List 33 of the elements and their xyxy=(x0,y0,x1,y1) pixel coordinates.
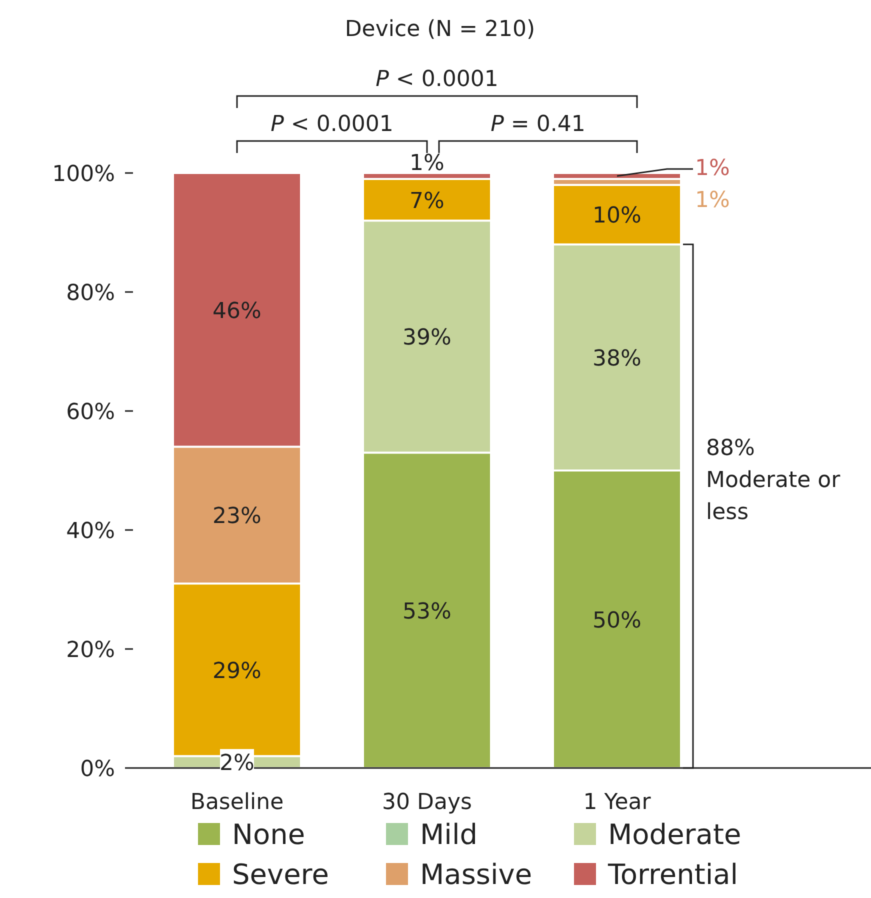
text: P < 0.0001 xyxy=(270,112,394,137)
text: P = 0.41 xyxy=(490,112,586,137)
data-label: 1% xyxy=(695,188,730,213)
y-tick-label: 20% xyxy=(66,638,115,663)
data-label: 53% xyxy=(402,599,452,624)
legend-label: Torrential xyxy=(607,858,738,891)
legend-label: Mild xyxy=(420,818,478,851)
data-label: 1% xyxy=(410,150,444,176)
data-label: 38% xyxy=(592,346,642,372)
data-label: 1% xyxy=(695,156,730,181)
data-label: 29% xyxy=(212,658,262,684)
y-tick-label: 0% xyxy=(80,757,115,782)
y-tick-label: 40% xyxy=(66,519,115,544)
y-tick-label: 80% xyxy=(66,281,115,306)
data-label: 46% xyxy=(212,298,262,324)
legend-label: Massive xyxy=(420,858,532,891)
data-label: 10% xyxy=(592,204,642,229)
data-label: 23% xyxy=(212,504,262,530)
data-label: 7% xyxy=(410,188,444,214)
legend-label: None xyxy=(232,818,306,851)
annotation: 88% Moderate or less xyxy=(706,436,842,525)
y-tick-label: 60% xyxy=(66,400,115,425)
x-tick-label: 1 Year xyxy=(583,790,652,815)
x-tick-label: 30 Days xyxy=(382,790,472,815)
y-tick-label: 100% xyxy=(52,162,115,187)
data-label: 2% xyxy=(220,751,254,776)
legend-label: Moderate xyxy=(608,818,742,851)
text: P < 0.0001 xyxy=(376,67,498,92)
x-tick-label: Baseline xyxy=(190,790,284,815)
data-label: 50% xyxy=(592,608,642,634)
chart-title: Device (N = 210) xyxy=(344,17,536,42)
data-label: 39% xyxy=(402,326,452,351)
legend-label: Severe xyxy=(232,858,329,891)
